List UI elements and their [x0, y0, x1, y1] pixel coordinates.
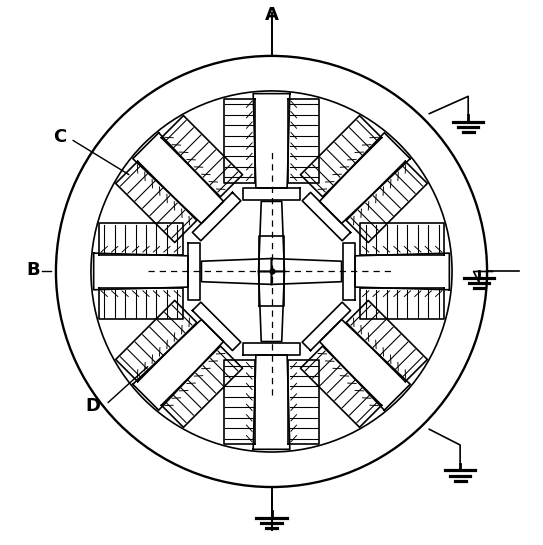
Text: D: D — [86, 397, 100, 415]
Text: C: C — [53, 128, 66, 146]
Text: B: B — [26, 261, 40, 279]
Text: A: A — [264, 5, 279, 23]
